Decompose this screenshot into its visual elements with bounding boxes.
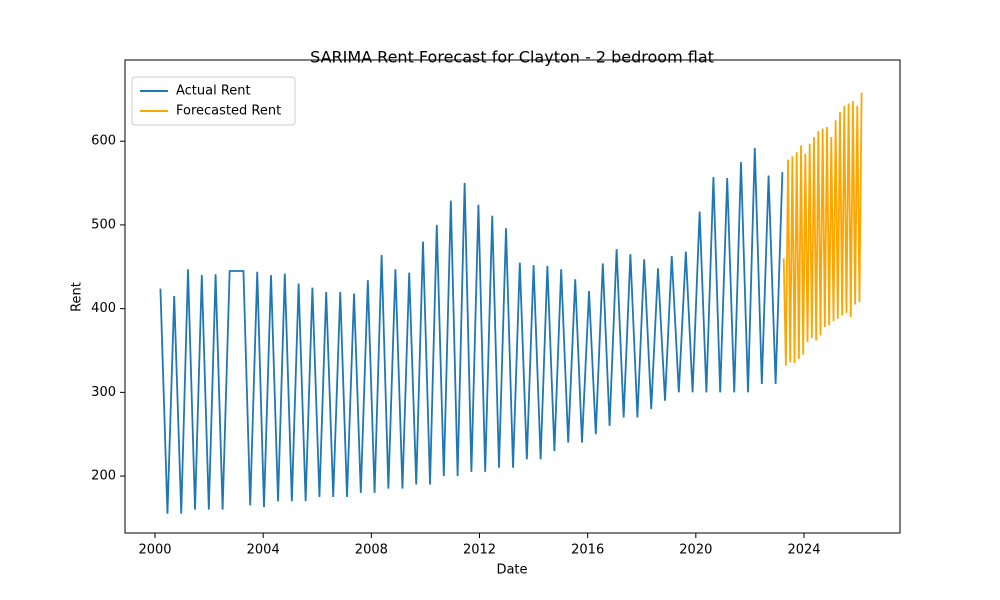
line-series bbox=[159, 147, 784, 514]
x-tick-label: 2024 bbox=[787, 543, 820, 558]
plot-frame bbox=[124, 59, 901, 534]
x-tick-label: 2000 bbox=[138, 543, 171, 558]
y-axis-label: Rent bbox=[70, 282, 85, 312]
y-tick-label: 600 bbox=[91, 134, 116, 149]
y-tick-label: 300 bbox=[91, 385, 116, 400]
line-series bbox=[782, 92, 863, 366]
x-tick-label: 2012 bbox=[463, 543, 496, 558]
x-tick-label: 2020 bbox=[679, 543, 712, 558]
legend-label: Actual Rent bbox=[176, 84, 251, 99]
x-tick-label: 2008 bbox=[355, 543, 388, 558]
chart-title: SARIMA Rent Forecast for Clayton - 2 bed… bbox=[310, 48, 714, 67]
y-tick-label: 400 bbox=[91, 301, 116, 316]
y-tick-label: 500 bbox=[91, 217, 116, 232]
x-axis-label: Date bbox=[496, 563, 527, 578]
legend-box bbox=[131, 76, 296, 126]
legend-label: Forecasted Rent bbox=[176, 104, 281, 119]
y-tick-label: 200 bbox=[91, 469, 116, 484]
x-tick-label: 2004 bbox=[247, 543, 280, 558]
x-tick-label: 2016 bbox=[571, 543, 604, 558]
